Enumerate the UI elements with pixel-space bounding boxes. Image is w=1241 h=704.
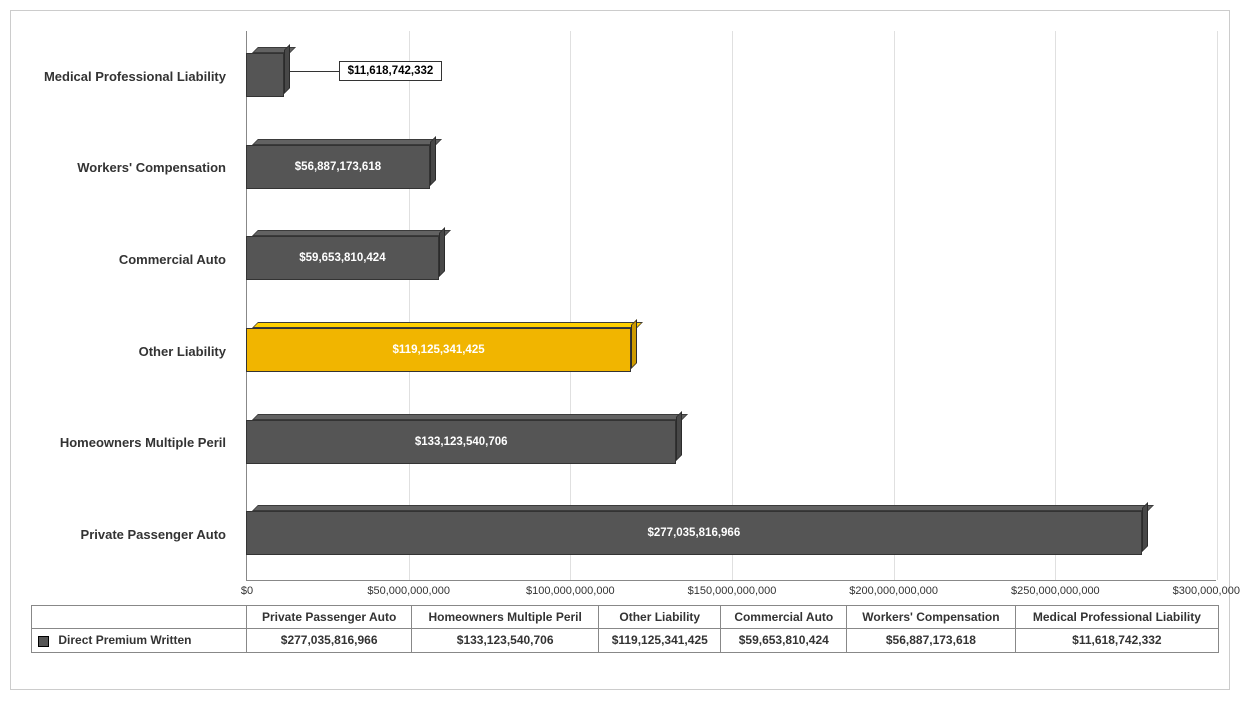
value-callout: $11,618,742,332 (339, 61, 443, 81)
gridline (1217, 31, 1218, 580)
table-header-row: Private Passenger AutoHomeowners Multipl… (32, 606, 1219, 629)
table-cell: $56,887,173,618 (847, 629, 1016, 652)
y-axis-label: Private Passenger Auto (6, 527, 226, 543)
table-column-header: Homeowners Multiple Peril (412, 606, 599, 629)
bar-row: Medical Professional Liability$11,618,74… (246, 31, 1216, 123)
data-table: Private Passenger AutoHomeowners Multipl… (31, 605, 1219, 677)
bar-value-label: $59,653,810,424 (299, 252, 385, 264)
bar-value-label: $56,887,173,618 (295, 161, 381, 173)
series-marker-icon (38, 636, 49, 647)
bar-row: Private Passenger Auto$277,035,816,966 (246, 489, 1216, 581)
x-tick-label: $200,000,000,000 (849, 585, 938, 597)
chart-container: $0 $50,000,000,000 $100,000,000,000 $150,00… (10, 10, 1230, 690)
table-column-header: Workers' Compensation (847, 606, 1016, 629)
bar: $59,653,810,424 (246, 236, 439, 280)
y-axis-label: Medical Professional Liability (6, 69, 226, 85)
y-axis-label: Homeowners Multiple Peril (6, 436, 226, 452)
table-column-header: Medical Professional Liability (1015, 606, 1218, 629)
bar-value-label: $277,035,816,966 (647, 527, 740, 539)
y-axis-label: Other Liability (6, 344, 226, 360)
y-axis-label: Commercial Auto (6, 252, 226, 268)
table-column-header: Other Liability (599, 606, 721, 629)
table-column-header: Commercial Auto (721, 606, 847, 629)
table-cell: $11,618,742,332 (1015, 629, 1218, 652)
table-column-header: Private Passenger Auto (247, 606, 412, 629)
bar-value-label: $119,125,341,425 (393, 344, 485, 356)
y-axis-label: Workers' Compensation (6, 161, 226, 177)
series-name-cell: Direct Premium Written (32, 629, 247, 652)
bar-value-label: $133,123,540,706 (415, 436, 508, 448)
table-cell: $59,653,810,424 (721, 629, 847, 652)
x-tick-label: $0 (241, 585, 253, 597)
callout-line (290, 71, 339, 72)
bar: $133,123,540,706 (246, 420, 676, 464)
bar: $56,887,173,618 (246, 145, 430, 189)
x-tick-label: $100,000,000,000 (526, 585, 615, 597)
table-row: Direct Premium Written $277,035,816,966$… (32, 629, 1219, 652)
bar-row: Workers' Compensation$56,887,173,618 (246, 123, 1216, 215)
x-tick-label: $50,000,000,000 (367, 585, 450, 597)
table-cell: $277,035,816,966 (247, 629, 412, 652)
bar (246, 53, 284, 97)
series-name-label: Direct Premium Written (58, 633, 191, 647)
bar-row: Other Liability$119,125,341,425 (246, 306, 1216, 398)
bar-row: Commercial Auto$59,653,810,424 (246, 214, 1216, 306)
table-corner-cell (32, 606, 247, 629)
table-cell: $133,123,540,706 (412, 629, 599, 652)
bar-row: Homeowners Multiple Peril$133,123,540,70… (246, 398, 1216, 490)
x-tick-label: $150,000,000,000 (688, 585, 777, 597)
bar: $277,035,816,966 (246, 511, 1142, 555)
x-tick-label: $300,000,000,000 (1173, 585, 1241, 597)
bar: $119,125,341,425 (246, 328, 631, 372)
x-tick-label: $250,000,000,000 (1011, 585, 1100, 597)
table-cell: $119,125,341,425 (599, 629, 721, 652)
